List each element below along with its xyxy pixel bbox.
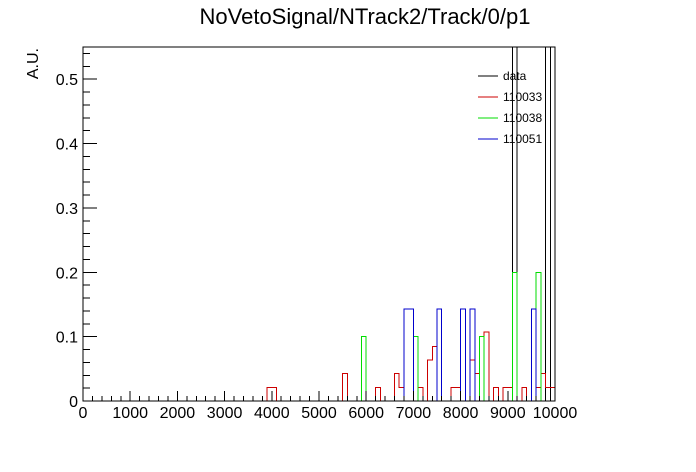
legend-label-data: data — [503, 69, 527, 83]
legend-label-110051: 110051 — [503, 132, 542, 146]
bar-110051-8000 — [461, 309, 466, 401]
legend-entry-110033: 110033 — [478, 90, 542, 104]
bar-110033-9700 — [541, 373, 546, 401]
y-tick-label-0.1: 0.1 — [56, 330, 78, 347]
bar-110033-8200 — [470, 360, 475, 401]
legend-entry-110051: 110051 — [478, 132, 542, 146]
bar-110038-9100 — [513, 272, 518, 401]
bar-110038-7000 — [413, 337, 418, 401]
x-tick-label-6000: 6000 — [348, 405, 384, 422]
legend-label-110038: 110038 — [503, 111, 542, 125]
y-tick-label-0.3: 0.3 — [56, 201, 78, 218]
bar-110033-7300 — [428, 360, 433, 401]
y-tick-label-0: 0 — [69, 394, 78, 411]
legend: data 110033 110038 110051 — [478, 69, 542, 146]
bar-110033-4000 — [272, 387, 277, 401]
x-tick-label-9000: 9000 — [490, 405, 526, 422]
bar-110033-3900 — [267, 387, 272, 401]
bar-110033-8900 — [503, 387, 508, 401]
bar-110033-6200 — [376, 387, 381, 401]
series-layer — [83, 46, 556, 402]
bar-110033-9300 — [522, 387, 527, 401]
chart-title: NoVetoSignal/NTrack2/Track/0/p1 — [200, 4, 531, 29]
legend-entry-110038: 110038 — [478, 111, 542, 125]
y-tick-label-0.2: 0.2 — [56, 265, 78, 282]
x-tick-label-5000: 5000 — [301, 405, 337, 422]
bar-110038-8400 — [479, 337, 484, 401]
bar-110051-6800 — [404, 309, 409, 401]
legend-label-110033: 110033 — [503, 90, 542, 104]
bar-110033-6700 — [399, 387, 404, 401]
bar-110033-7900 — [456, 387, 461, 401]
bar-110038-9600 — [536, 272, 541, 401]
legend-entry-data: data — [478, 69, 527, 83]
x-tick-label-10000: 10000 — [533, 405, 578, 422]
bar-110033-9800 — [546, 387, 551, 401]
y-tick-label-0.4: 0.4 — [56, 137, 78, 154]
bar-110033-7400 — [432, 346, 437, 401]
y-tick-label-0.5: 0.5 — [56, 72, 78, 89]
bar-110051-7500 — [437, 309, 442, 401]
bar-110033-8700 — [494, 387, 499, 401]
x-tick-label-3000: 3000 — [207, 405, 243, 422]
x-tick-label-1000: 1000 — [112, 405, 148, 422]
x-tick-label-8000: 8000 — [443, 405, 479, 422]
bar-110033-7800 — [451, 387, 456, 401]
x-tick-label-0: 0 — [79, 405, 88, 422]
bar-110033-7100 — [418, 387, 423, 401]
bar-data-9800 — [546, 47, 551, 401]
series-110038 — [83, 271, 555, 402]
axes: 0 1000 2000 3000 4000 5000 6000 7000 8000 9000 100… — [56, 52, 578, 422]
bar-110051-6900 — [409, 309, 414, 401]
bar-110033-5500 — [343, 373, 348, 401]
bar-110033-8500 — [484, 332, 489, 401]
y-axis-label: A.U. — [25, 48, 42, 79]
bar-110038-5900 — [361, 337, 366, 401]
x-tick-label-7000: 7000 — [396, 405, 432, 422]
bar-110033-8300 — [475, 373, 480, 401]
bar-110051-8200 — [470, 309, 475, 401]
series-line-110038 — [83, 271, 555, 402]
x-tick-label-4000: 4000 — [254, 405, 290, 422]
bar-110051-9500 — [531, 309, 536, 401]
x-tick-label-2000: 2000 — [160, 405, 196, 422]
bar-110033-6600 — [395, 373, 400, 401]
bar-110033-9900 — [550, 387, 555, 401]
bar-110033-9600 — [536, 387, 541, 401]
bar-110033-9000 — [508, 387, 513, 401]
